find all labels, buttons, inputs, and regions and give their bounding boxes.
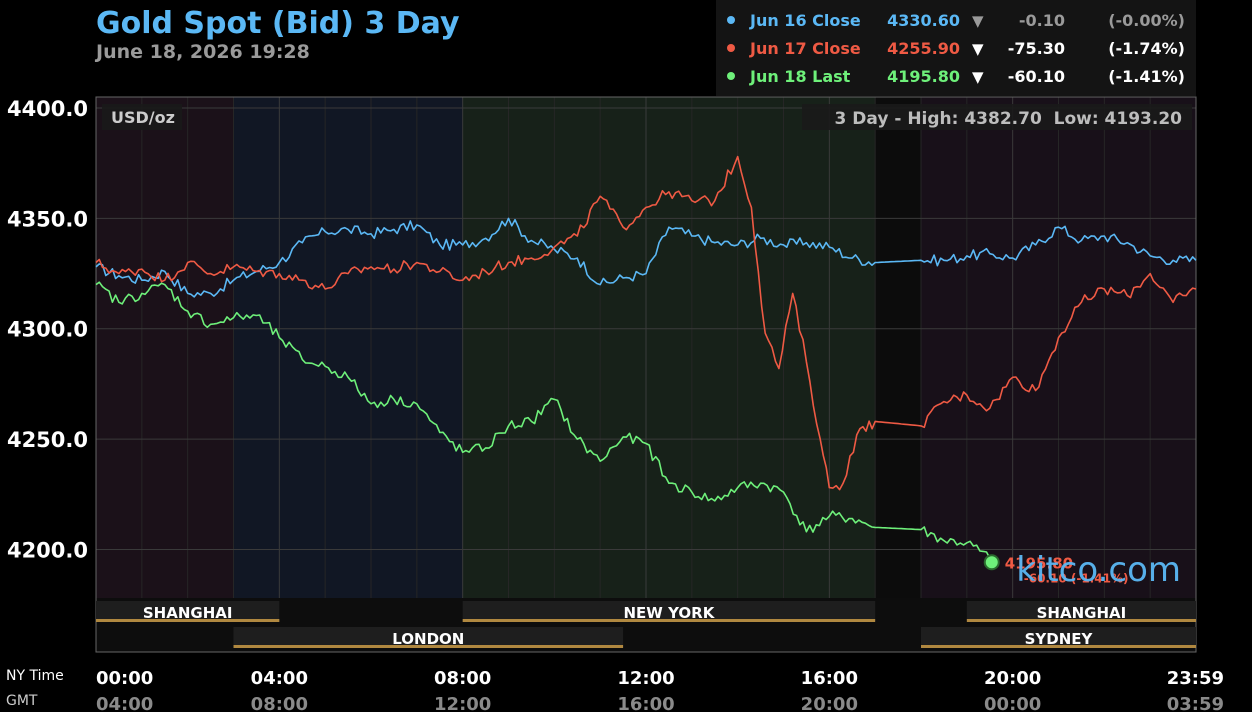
session-label: SHANGHAI: [143, 604, 233, 622]
legend-pct: (-1.41%): [1108, 67, 1185, 86]
session-underline: [96, 619, 280, 622]
legend-pct: (-1.74%): [1108, 39, 1185, 58]
gmt-label: GMT: [6, 693, 38, 709]
legend-arrow: ▼: [972, 12, 984, 30]
session-label: LONDON: [392, 630, 464, 648]
ny-tick-label: 08:00: [434, 668, 491, 689]
ny-tick-label: 12:00: [617, 668, 674, 689]
legend-box: [716, 0, 1196, 96]
plot-frame: [95, 96, 1197, 653]
ny-tick-label: 00:00: [96, 668, 153, 689]
session-underline: [462, 619, 876, 622]
last-change-label: -60.10 (-1.41%): [1024, 571, 1129, 585]
unit-label-box: [102, 104, 182, 130]
legend-price: 4195.80: [887, 67, 960, 86]
ny-tick-label: 20:00: [984, 668, 1041, 689]
gmt-tick-label: 00:00: [984, 694, 1041, 712]
legend-swatch: [727, 72, 735, 80]
session-bar: [921, 627, 1196, 647]
legend-label: Jun 17 Close: [749, 39, 861, 58]
series-line-1: [95, 217, 1197, 298]
legend-pct: (-0.00%): [1108, 11, 1185, 30]
session-bar: [96, 601, 280, 621]
session-label: NEW YORK: [624, 604, 716, 622]
legend-swatch: [727, 16, 735, 24]
watermark: kitco.com: [1016, 550, 1181, 590]
session-band: [462, 97, 876, 598]
gmt-tick-label: 20:00: [801, 694, 858, 712]
range-label: 3 Day - High: 4382.70 Low: 4193.20: [835, 109, 1183, 129]
chart-title: Gold Spot (Bid) 3 Day: [96, 6, 460, 41]
session-bar: [966, 601, 1196, 621]
ny-time-label: NY Time: [6, 668, 64, 684]
legend-rows: Jun 16 Close 4330.60 ▼ -0.10 (-0.00%) Jun 17 …: [727, 11, 1185, 86]
legend-arrow: ▼: [972, 40, 984, 58]
y-tick-label: 4250.0: [7, 428, 88, 452]
session-labels: SHANGHAI NEW YORK SHANGHAI LONDON SYDNEY: [96, 601, 1196, 648]
gmt-tick-label: 03:59: [1167, 694, 1224, 712]
legend-label: Jun 16 Close: [749, 11, 861, 30]
ny-tick-label: 04:00: [251, 668, 308, 689]
last-price-label: 4195.80: [1005, 554, 1073, 572]
session-bar: [462, 601, 876, 621]
session-band: [875, 97, 921, 598]
legend-swatch: [727, 44, 735, 52]
session-bar: [233, 627, 624, 647]
range-label-box: [802, 104, 1192, 130]
legend-change: -0.10: [1019, 11, 1065, 30]
ny-tick-label: 23:59: [1167, 668, 1224, 689]
chart-timestamp: June 18, 2026 19:28: [94, 41, 310, 63]
series-line-2: [95, 155, 1197, 491]
session-label: SHANGHAI: [1037, 604, 1127, 622]
y-tick-label: 4300.0: [7, 318, 88, 342]
grid-lines: [96, 97, 1196, 598]
gmt-tick-label: 08:00: [251, 694, 308, 712]
legend-label: Jun 18 Last: [749, 67, 851, 86]
y-axis-labels: 4200.0 4250.0 4300.0 4350.0 4400.0: [7, 97, 88, 562]
last-price-dot: [983, 554, 1000, 571]
gmt-tick-label: 16:00: [617, 694, 674, 712]
series-lines: [95, 155, 1197, 559]
session-label: SYDNEY: [1025, 630, 1094, 648]
session-band: [233, 97, 463, 598]
legend-arrow: ▼: [972, 68, 984, 86]
gmt-tick-label: 04:00: [96, 694, 153, 712]
y-tick-label: 4400.0: [7, 97, 88, 121]
gmt-tick-label: 12:00: [434, 694, 491, 712]
session-underline: [966, 619, 1196, 622]
legend-change: -60.10: [1008, 67, 1065, 86]
y-tick-label: 4350.0: [7, 207, 88, 231]
session-underline: [921, 645, 1196, 648]
legend-change: -75.30: [1008, 39, 1065, 58]
ny-tick-label: 16:00: [801, 668, 858, 689]
session-underline: [233, 645, 624, 648]
x-axis-labels: NY Time GMT 00:00 04:00 04:00 08:00 08:00 12:00…: [6, 668, 1224, 712]
legend-price: 4330.60: [887, 11, 960, 30]
unit-label: USD/oz: [111, 108, 175, 127]
session-band: [96, 97, 234, 598]
series-line-3: [95, 281, 991, 559]
y-tick-label: 4200.0: [7, 538, 88, 562]
legend-price: 4255.90: [887, 39, 960, 58]
